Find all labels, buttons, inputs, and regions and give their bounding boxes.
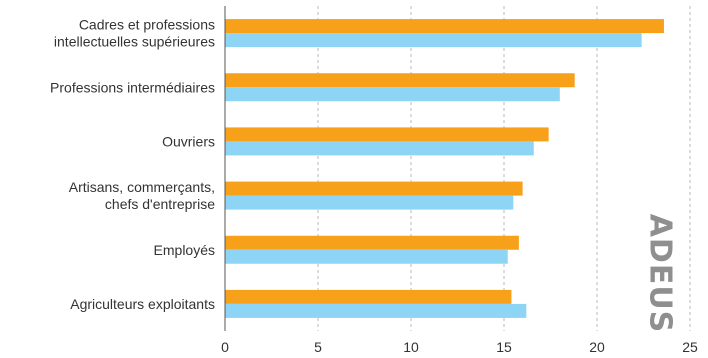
- bar-series-2: [225, 87, 560, 102]
- bar-series-1: [225, 235, 519, 250]
- bar-series-1: [225, 127, 549, 142]
- bar-series-1: [225, 289, 512, 304]
- category-label: chefs d'entreprise: [105, 196, 215, 212]
- category-label: Professions intermédiaires: [50, 79, 215, 95]
- category-label: Ouvriers: [162, 133, 215, 149]
- category-label: Agriculteurs exploitants: [70, 296, 215, 312]
- bar-series-2: [225, 303, 527, 318]
- x-tick-label: 5: [314, 339, 322, 355]
- x-tick-label: 25: [682, 339, 698, 355]
- category-label: Artisans, commerçants,: [69, 179, 215, 195]
- grid-lines: [317, 6, 691, 331]
- bar-series-2: [225, 195, 514, 210]
- bars: [225, 19, 664, 318]
- bar-series-1: [225, 181, 523, 196]
- x-tick-label: 20: [589, 339, 605, 355]
- category-label: Cadres et professions: [79, 17, 215, 33]
- bar-series-2: [225, 141, 534, 156]
- x-tick-label: 15: [496, 339, 512, 355]
- category-label: intellectuelles supérieures: [54, 34, 215, 50]
- adeus-watermark-logo: ADEUS: [642, 213, 678, 333]
- x-tick-label: 0: [221, 339, 229, 355]
- x-tick-label: 10: [403, 339, 419, 355]
- x-tick-labels: 0 5 10 15 20 25: [221, 339, 698, 355]
- bar-series-2: [225, 33, 642, 48]
- bar-series-1: [225, 73, 575, 88]
- bar-series-2: [225, 249, 508, 264]
- category-label: Employés: [154, 242, 215, 258]
- bar-series-1: [225, 19, 664, 34]
